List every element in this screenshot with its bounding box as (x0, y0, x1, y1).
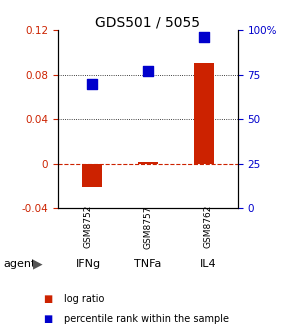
Point (146, 69, 150, 74)
Bar (138, 162, 158, 164)
Text: IL4: IL4 (200, 259, 216, 269)
Text: IFNg: IFNg (75, 259, 101, 269)
Text: percentile rank within the sample: percentile rank within the sample (64, 314, 229, 324)
Text: TNFa: TNFa (134, 259, 162, 269)
Title: GDS501 / 5055: GDS501 / 5055 (95, 15, 200, 29)
Text: log ratio: log ratio (64, 294, 104, 304)
Bar (82, 164, 101, 187)
Text: ▶: ▶ (33, 257, 43, 270)
Point (89, 81, 94, 86)
Text: GSM8752: GSM8752 (84, 205, 93, 249)
Text: agent: agent (3, 259, 35, 269)
Point (202, 35, 206, 40)
Text: ■: ■ (44, 314, 53, 324)
Text: ■: ■ (44, 294, 53, 304)
Bar (194, 62, 214, 164)
Text: GSM8762: GSM8762 (203, 205, 212, 249)
Text: GSM8757: GSM8757 (143, 205, 153, 249)
